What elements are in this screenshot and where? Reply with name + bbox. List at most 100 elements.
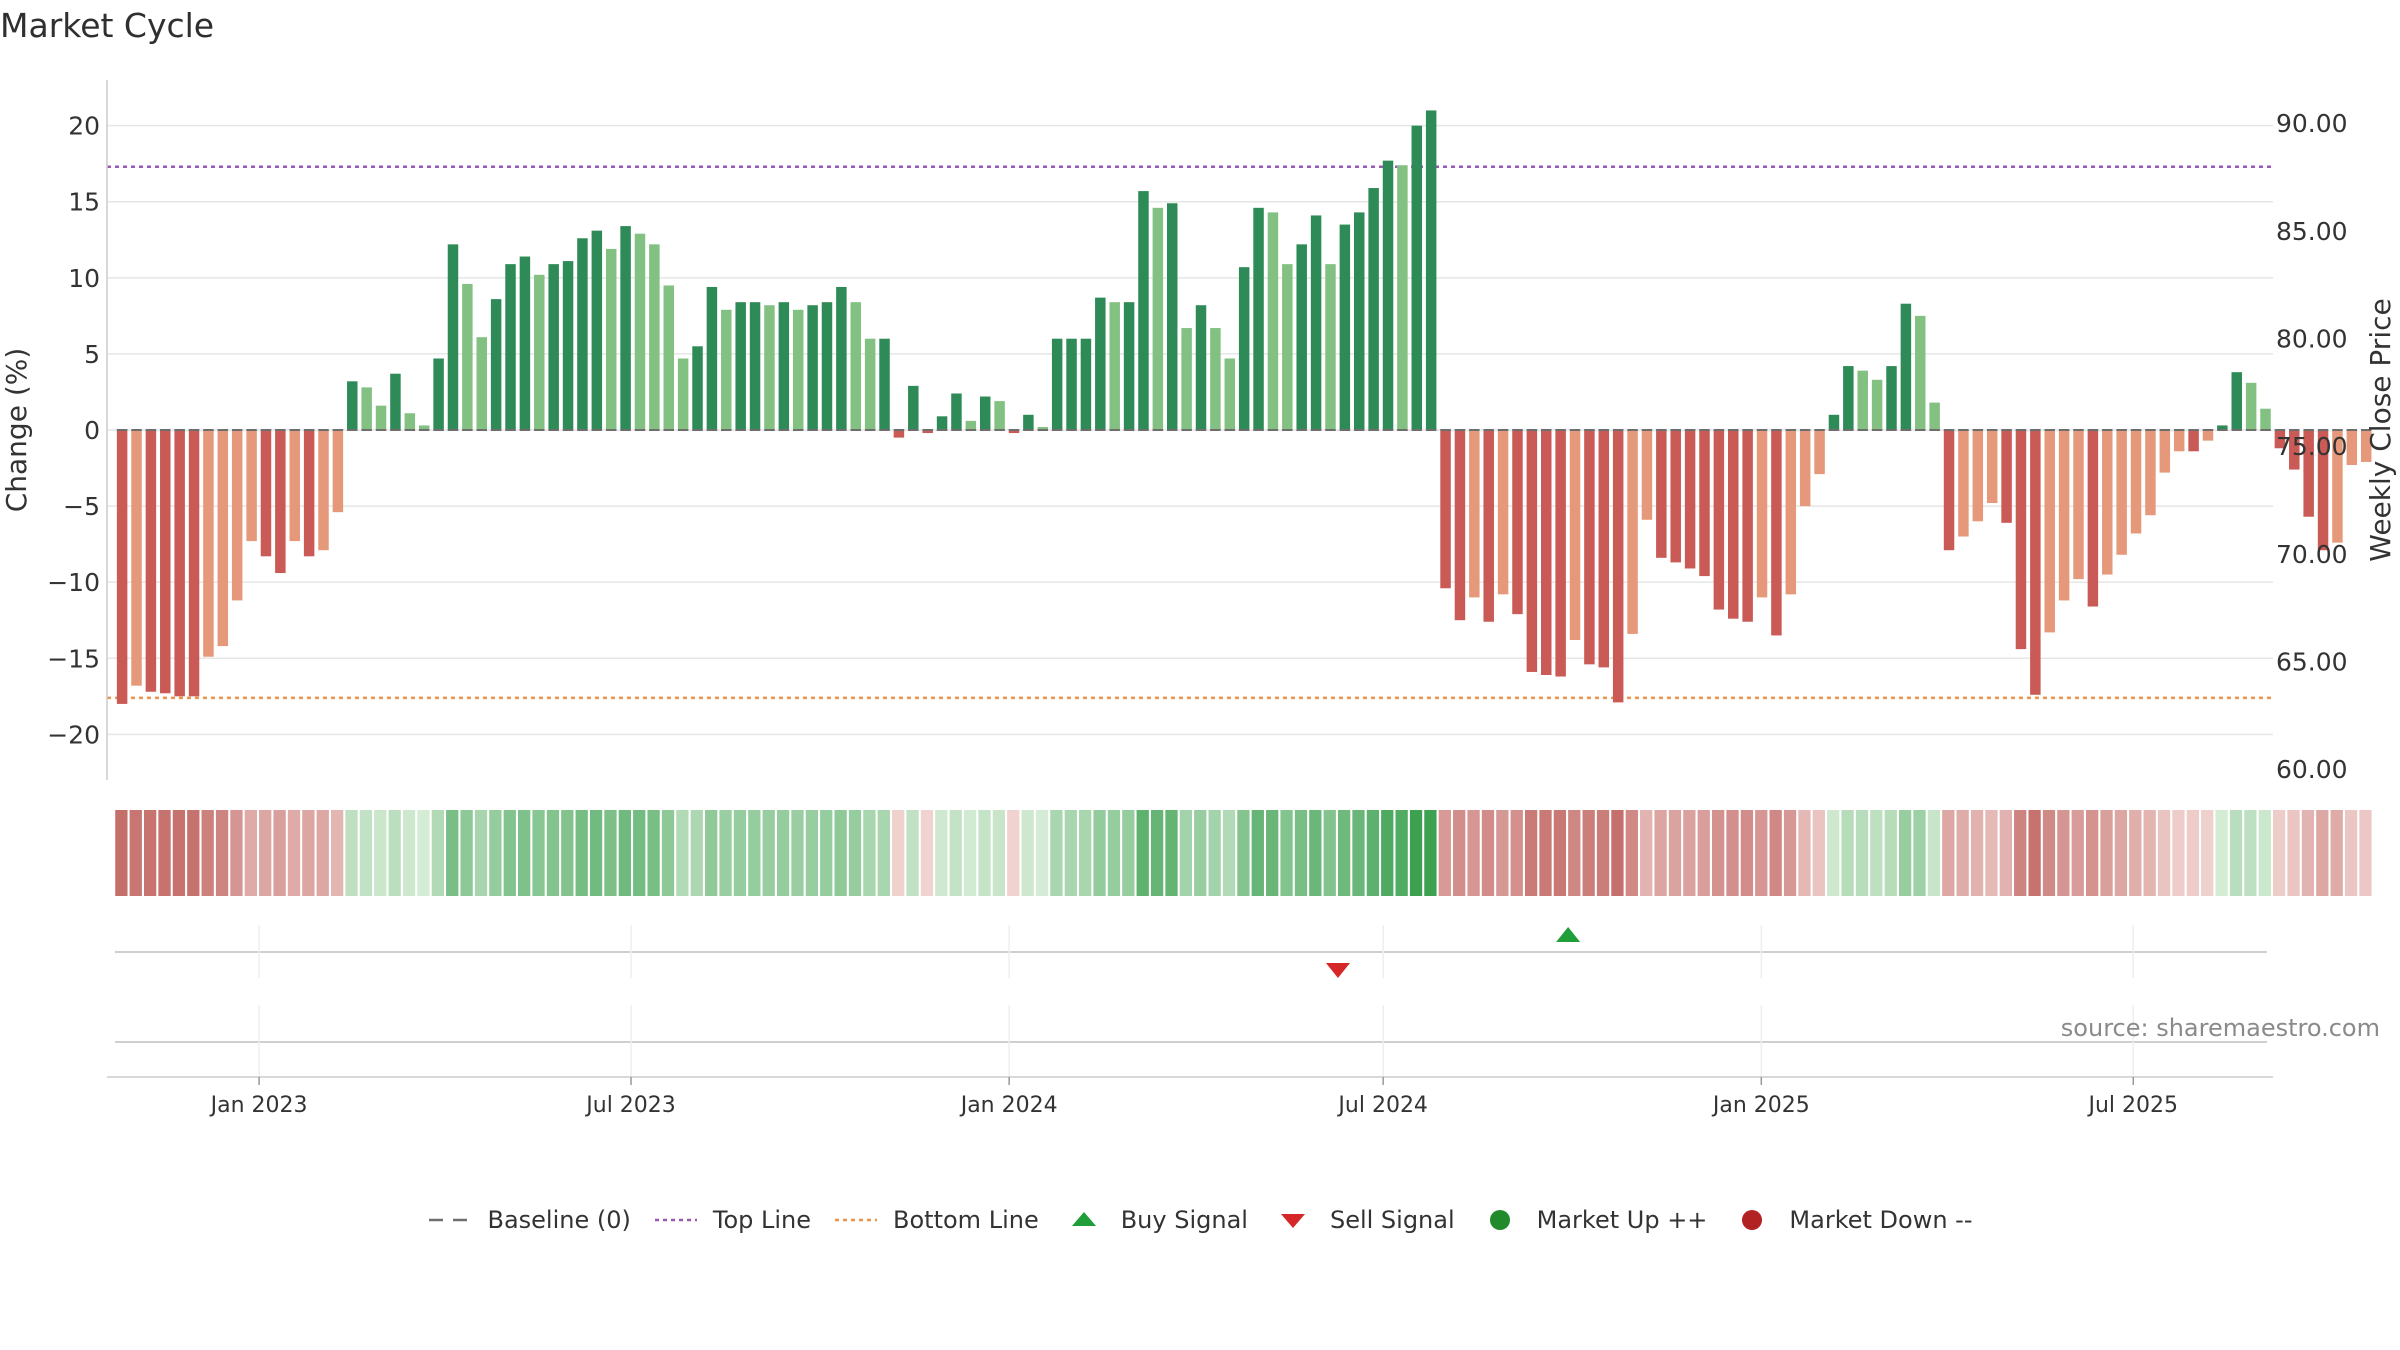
change-bar [735, 302, 746, 430]
heatmap-cell [2042, 810, 2056, 896]
heatmap-cell [1985, 810, 1998, 896]
legend-label: Bottom Line [893, 1206, 1039, 1234]
change-bar [2001, 430, 2012, 523]
change-bar [303, 430, 315, 557]
change-bar [1382, 160, 1394, 431]
heatmap-cell [2301, 810, 2315, 896]
change-bar [1814, 430, 1825, 475]
heatmap-cell [359, 810, 373, 896]
heatmap-cell [489, 810, 502, 896]
change-bar [2159, 430, 2171, 473]
heatmap-cell [2085, 810, 2099, 896]
heatmap-cell [2071, 810, 2084, 896]
change-bar [332, 430, 344, 513]
heatmap-strip [115, 810, 2372, 896]
change-bar [922, 430, 933, 434]
heatmap-cell [863, 810, 876, 896]
change-bar [764, 305, 775, 430]
change-bar [433, 358, 444, 430]
heatmap-cell [2287, 810, 2300, 896]
change-bar [1037, 426, 1049, 430]
heatmap-cell [1035, 810, 1049, 896]
heatmap-cell [1237, 810, 1250, 896]
change-bar [1497, 430, 1509, 595]
legend-item: Market Down -- [1729, 1206, 1973, 1234]
circle-icon [1729, 1210, 1775, 1230]
heatmap-cell [1453, 810, 1466, 896]
heatmap-cell [1136, 810, 1149, 896]
change-bar [1267, 212, 1279, 430]
sell-signal-marker [1325, 963, 1350, 978]
change-bar [1857, 370, 1868, 430]
heatmap-cell [503, 810, 516, 896]
heatmap-cell [949, 810, 962, 896]
heatmap-cell [1956, 810, 1969, 896]
heatmap-cell [1309, 810, 1322, 896]
heatmap-cell [1827, 810, 1840, 896]
heatmap-cell [2172, 810, 2185, 896]
change-bar [1756, 430, 1768, 598]
heatmap-cell [1352, 810, 1365, 896]
heatmap-cell [1366, 810, 1380, 896]
heatmap-cell [546, 810, 560, 896]
heatmap-cell [1194, 810, 1207, 896]
change-bar [1771, 430, 1782, 636]
change-bar [979, 396, 991, 430]
heatmap-cell [1654, 810, 1667, 896]
legend-label: Market Down -- [1789, 1206, 1973, 1234]
heatmap-cell [230, 810, 243, 896]
change-bar [2217, 425, 2228, 430]
change-bar [1612, 430, 1624, 703]
heatmap-cell [575, 810, 588, 896]
heatmap-cell [1165, 810, 1178, 896]
heatmap-cell [2330, 810, 2343, 896]
change-bar [1282, 264, 1293, 430]
heatmap-cell [1496, 810, 1509, 896]
heatmap-cell [1683, 810, 1696, 896]
change-bar [1339, 224, 1351, 430]
heatmap-cell [1424, 810, 1437, 896]
heatmap-cell [474, 810, 488, 896]
change-bar [721, 309, 732, 430]
heatmap-cell [1855, 810, 1869, 896]
change-bar [404, 413, 416, 430]
y2-tick-label: 80.00 [2276, 324, 2348, 353]
heatmap-cell [791, 810, 804, 896]
change-bar [1799, 430, 1811, 507]
heatmap-cell [158, 810, 171, 896]
heatmap-cell [2258, 810, 2271, 896]
change-bar [490, 299, 502, 430]
y-tick-label: 10 [68, 264, 100, 293]
change-bar [1699, 430, 1710, 577]
change-bar [1469, 430, 1480, 598]
heatmap-cell [892, 810, 905, 896]
change-bar [418, 425, 430, 430]
legend-item: Market Up ++ [1477, 1206, 1707, 1234]
y2-tick-label: 60.00 [2276, 755, 2348, 784]
change-bar [1986, 430, 1998, 504]
change-bar [1051, 338, 1063, 430]
change-bar [1958, 430, 1969, 537]
heatmap-cell [1381, 810, 1394, 896]
heatmap-cell [115, 810, 128, 896]
heatmap-cell [748, 810, 761, 896]
change-bar [677, 358, 689, 430]
change-bar [347, 381, 358, 430]
change-bar [562, 261, 574, 430]
y2-tick-label: 85.00 [2276, 217, 2348, 246]
heatmap-cell [1942, 810, 1955, 896]
change-bar [1138, 191, 1149, 430]
signal-panel [115, 925, 2267, 1076]
change-bar [2130, 430, 2142, 534]
change-bar [1843, 366, 1854, 430]
source-text: source: sharemaestro.com [2060, 1014, 2380, 1042]
y2-tick-label: 75.00 [2276, 432, 2348, 461]
change-bar [850, 302, 862, 430]
y-tick-label: 20 [68, 112, 100, 141]
change-bar [1238, 267, 1250, 430]
legend-item: Sell Signal [1270, 1206, 1455, 1234]
heatmap-cell [1553, 810, 1567, 896]
change-bar [1684, 430, 1696, 569]
heatmap-cell [2114, 810, 2128, 896]
legend-item: Bottom Line [833, 1206, 1039, 1234]
